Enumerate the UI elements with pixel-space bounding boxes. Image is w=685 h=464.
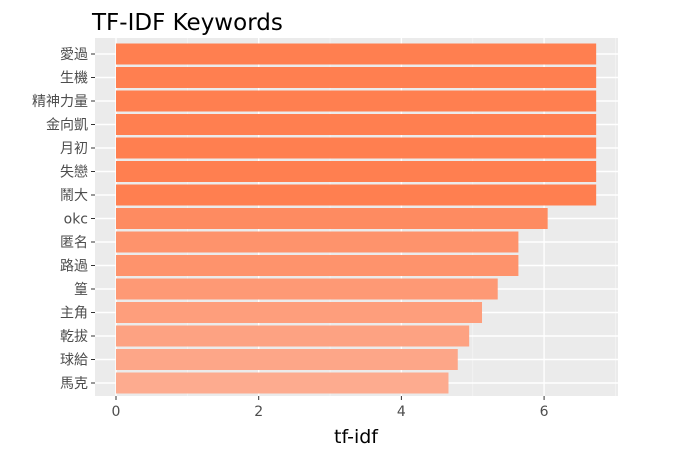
bar bbox=[116, 208, 548, 229]
y-tick-label: 乾拔 bbox=[60, 329, 88, 345]
bar bbox=[116, 114, 597, 135]
bar bbox=[116, 372, 449, 394]
bars bbox=[116, 43, 597, 394]
y-tick-label: 精神力量 bbox=[32, 94, 88, 110]
y-tick-label: 馬克 bbox=[60, 376, 88, 392]
y-tick-label: 愛過 bbox=[60, 47, 88, 63]
y-tick-label: 匿名 bbox=[60, 235, 88, 251]
x-tick-label: 0 bbox=[112, 404, 121, 420]
bar bbox=[116, 184, 597, 206]
y-tick-label: 主角 bbox=[60, 306, 88, 322]
y-tick-label: 鬧大 bbox=[60, 188, 88, 204]
x-tick-labels: 0 2 4 6 bbox=[112, 396, 549, 420]
bar bbox=[116, 161, 597, 182]
y-tick-label: 金向凱 bbox=[46, 118, 88, 134]
y-tick-label: 月初 bbox=[60, 140, 88, 157]
bar bbox=[116, 90, 597, 112]
y-tick-label: 路過 bbox=[60, 259, 88, 275]
bar bbox=[116, 67, 597, 88]
x-tick-label: 6 bbox=[540, 404, 549, 420]
y-tick-label: 球給 bbox=[60, 353, 88, 369]
bar bbox=[116, 231, 519, 253]
y-tick-label: 失戀 bbox=[60, 165, 88, 181]
y-tick-label: 篁 bbox=[74, 281, 88, 298]
x-tick-label: 4 bbox=[397, 404, 406, 420]
x-axis-label: tf-idf bbox=[334, 426, 379, 448]
bar bbox=[116, 278, 498, 300]
bar bbox=[116, 255, 519, 276]
bar bbox=[116, 325, 470, 347]
bar bbox=[116, 349, 458, 370]
bar bbox=[116, 43, 597, 65]
y-tick-label: okc bbox=[64, 212, 88, 228]
bar bbox=[116, 302, 483, 323]
chart-title: TF-IDF Keywords bbox=[91, 10, 283, 36]
y-tick-label: 生機 bbox=[60, 71, 88, 87]
x-tick-label: 2 bbox=[254, 404, 263, 420]
bar bbox=[116, 137, 597, 159]
